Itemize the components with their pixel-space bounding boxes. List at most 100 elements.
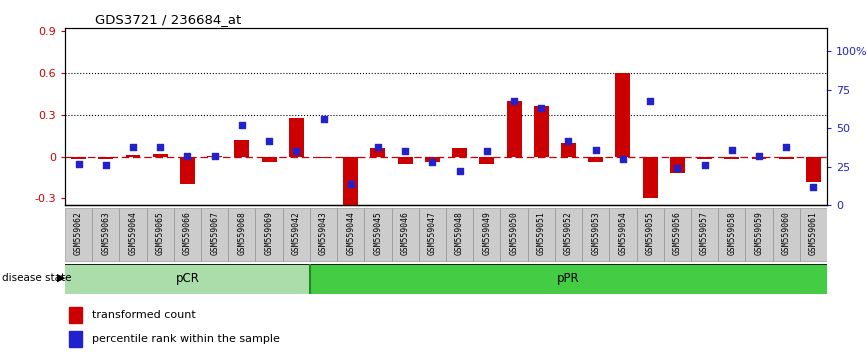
Bar	[697, 156, 712, 159]
Bar	[501, 208, 527, 261]
Bar	[724, 156, 740, 159]
Point	[480, 149, 494, 154]
Bar	[555, 208, 582, 261]
Point	[698, 162, 712, 168]
Point	[317, 116, 331, 122]
Point	[779, 144, 793, 150]
Point	[534, 105, 548, 111]
Bar	[371, 148, 385, 156]
Text: GSM559046: GSM559046	[401, 211, 410, 255]
Text: GSM559048: GSM559048	[456, 211, 464, 255]
Text: GSM559061: GSM559061	[809, 211, 818, 255]
Point	[507, 98, 521, 103]
Text: GSM559043: GSM559043	[319, 211, 328, 255]
Text: GSM559042: GSM559042	[292, 211, 301, 255]
Bar	[146, 208, 174, 261]
Bar	[561, 143, 576, 156]
Bar	[65, 264, 310, 294]
Text: GSM559064: GSM559064	[128, 211, 138, 255]
Point	[262, 138, 276, 143]
Text: GSM559069: GSM559069	[265, 211, 274, 255]
Bar	[235, 140, 249, 156]
Text: GSM559045: GSM559045	[373, 211, 383, 255]
Point	[235, 122, 249, 128]
Text: GSM559065: GSM559065	[156, 211, 165, 255]
Bar	[65, 208, 92, 261]
Bar	[582, 208, 610, 261]
Bar	[479, 156, 494, 164]
Text: pPR: pPR	[557, 272, 579, 285]
Bar	[92, 208, 120, 261]
Point	[725, 147, 739, 153]
Bar	[68, 331, 82, 347]
Bar	[752, 156, 766, 159]
Point	[425, 159, 439, 165]
Bar	[71, 156, 86, 159]
Text: GSM559063: GSM559063	[101, 211, 110, 255]
Bar	[610, 208, 637, 261]
Point	[371, 144, 385, 150]
Bar	[643, 156, 657, 198]
Bar	[391, 208, 419, 261]
Bar	[201, 208, 229, 261]
Text: GSM559044: GSM559044	[346, 211, 355, 255]
Text: GSM559059: GSM559059	[754, 211, 764, 255]
Bar	[669, 156, 685, 173]
Bar	[365, 208, 391, 261]
Bar	[663, 208, 691, 261]
Point	[453, 169, 467, 174]
Text: pCR: pCR	[176, 272, 199, 285]
Point	[398, 149, 412, 154]
Point	[126, 144, 140, 150]
Point	[180, 153, 194, 159]
Point	[72, 161, 86, 167]
Bar	[180, 156, 195, 184]
Bar	[507, 101, 521, 156]
Bar	[310, 208, 337, 261]
Bar	[126, 155, 140, 156]
Bar	[800, 208, 827, 261]
Bar	[425, 156, 440, 162]
Bar	[152, 154, 168, 156]
Text: GSM559050: GSM559050	[509, 211, 519, 255]
Text: GSM559058: GSM559058	[727, 211, 736, 255]
Bar	[288, 118, 304, 156]
Bar	[337, 208, 365, 261]
Bar	[806, 156, 821, 182]
Text: GSM559057: GSM559057	[700, 211, 709, 255]
Point	[289, 149, 303, 154]
Bar	[282, 208, 310, 261]
Text: GSM559066: GSM559066	[183, 211, 192, 255]
Text: GSM559053: GSM559053	[591, 211, 600, 255]
Bar	[120, 208, 146, 261]
Text: GSM559068: GSM559068	[237, 211, 246, 255]
Text: GDS3721 / 236684_at: GDS3721 / 236684_at	[95, 13, 242, 26]
Bar	[527, 208, 555, 261]
Point	[752, 153, 766, 159]
Bar	[343, 156, 359, 210]
Point	[589, 147, 603, 153]
Text: GSM559055: GSM559055	[646, 211, 655, 255]
Bar	[68, 307, 82, 323]
Text: GSM559067: GSM559067	[210, 211, 219, 255]
Text: GSM559056: GSM559056	[673, 211, 682, 255]
Point	[344, 181, 358, 187]
Bar	[262, 156, 276, 162]
Text: GSM559047: GSM559047	[428, 211, 436, 255]
Bar	[419, 208, 446, 261]
Point	[806, 184, 820, 190]
Bar	[446, 208, 473, 261]
Bar	[310, 264, 827, 294]
Text: GSM559054: GSM559054	[618, 211, 627, 255]
Bar	[718, 208, 746, 261]
Point	[208, 153, 222, 159]
Bar	[316, 156, 331, 158]
Bar	[616, 73, 630, 156]
Text: GSM559049: GSM559049	[482, 211, 491, 255]
Bar	[588, 156, 603, 162]
Bar	[779, 156, 793, 159]
Text: GSM559062: GSM559062	[74, 211, 83, 255]
Point	[616, 156, 630, 162]
Text: transformed count: transformed count	[92, 310, 196, 320]
Bar	[746, 208, 772, 261]
